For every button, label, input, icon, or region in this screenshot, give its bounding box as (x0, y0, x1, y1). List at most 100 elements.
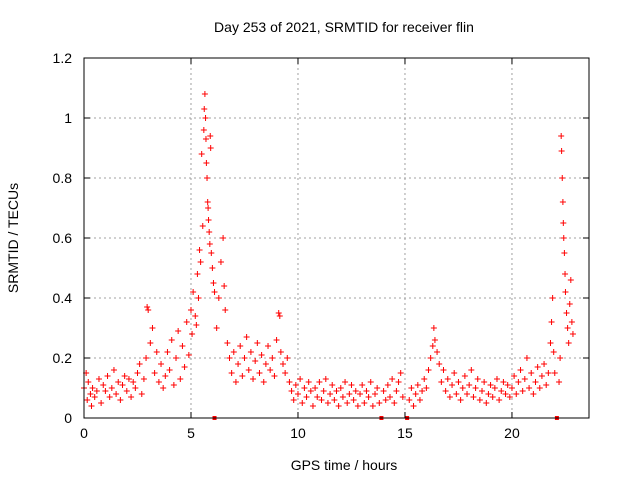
data-point (208, 250, 215, 256)
data-point (318, 397, 325, 403)
data-point (117, 397, 124, 403)
data-point (397, 370, 404, 376)
data-point (260, 379, 267, 385)
data-point (329, 382, 336, 388)
data-point (189, 331, 196, 337)
data-point (504, 382, 511, 388)
data-point (204, 199, 211, 205)
data-point (557, 355, 564, 361)
data-point (339, 394, 346, 400)
data-point (93, 388, 100, 394)
data-point (556, 379, 563, 385)
data-point (549, 295, 556, 301)
axis-ticks (83, 57, 589, 419)
y-tick-label: 0 (64, 410, 72, 426)
data-point (197, 259, 204, 265)
data-point (530, 391, 537, 397)
data-point (468, 367, 475, 373)
data-point (89, 385, 96, 391)
data-point (224, 340, 231, 346)
y-tick-labels: 0 0.2 0.4 0.6 0.8 1 1.2 (53, 50, 73, 426)
data-point (194, 271, 201, 277)
data-point (138, 391, 145, 397)
data-point (438, 379, 445, 385)
data-point (434, 349, 441, 355)
data-point (254, 340, 261, 346)
data-point (160, 385, 167, 391)
data-point (232, 379, 239, 385)
data-point (193, 322, 200, 328)
data-point (100, 382, 107, 388)
data-point (91, 394, 98, 400)
data-point (292, 382, 299, 388)
data-point (337, 385, 344, 391)
data-point (213, 325, 220, 331)
data-point (183, 319, 190, 325)
data-point (344, 400, 351, 406)
data-point (421, 376, 428, 382)
data-point (226, 355, 233, 361)
data-point (496, 397, 503, 403)
data-point (487, 382, 494, 388)
data-point (483, 400, 490, 406)
data-point (472, 385, 479, 391)
data-point (316, 379, 323, 385)
data-point (271, 373, 278, 379)
data-point (110, 367, 117, 373)
data-point (303, 394, 310, 400)
data-point (350, 397, 357, 403)
data-point (277, 349, 284, 355)
data-point (128, 394, 135, 400)
data-point (523, 355, 530, 361)
data-point (199, 223, 206, 229)
data-point (429, 343, 436, 349)
y-tick-label: 0.2 (53, 350, 73, 366)
data-point (416, 397, 423, 403)
y-tick-label: 0.4 (53, 290, 73, 306)
data-point (269, 355, 276, 361)
data-point (545, 370, 552, 376)
data-point (550, 349, 557, 355)
data-point (162, 373, 169, 379)
data-point (519, 388, 526, 394)
data-point (372, 391, 379, 397)
data-point (427, 355, 434, 361)
data-point (442, 388, 449, 394)
data-points (81, 91, 576, 409)
data-point (538, 373, 545, 379)
data-point (534, 364, 541, 370)
data-point (149, 325, 156, 331)
data-point (203, 160, 210, 166)
x-tick-label: 15 (397, 425, 413, 441)
data-point (425, 367, 432, 373)
data-point (560, 235, 567, 241)
data-point (508, 385, 515, 391)
data-point (461, 373, 468, 379)
data-point (312, 385, 319, 391)
data-point (565, 340, 572, 346)
data-point (451, 370, 458, 376)
data-point (108, 385, 115, 391)
data-point (431, 337, 438, 343)
data-point (235, 361, 242, 367)
data-point (335, 403, 342, 409)
data-point (414, 382, 421, 388)
data-point (352, 388, 359, 394)
data-point (314, 394, 321, 400)
data-point (562, 271, 569, 277)
data-point (384, 382, 391, 388)
data-point (363, 388, 370, 394)
data-point (98, 400, 105, 406)
data-point (143, 355, 150, 361)
data-point (367, 379, 374, 385)
data-point (241, 355, 248, 361)
data-point (153, 349, 160, 355)
data-point (562, 289, 569, 295)
data-point (374, 385, 381, 391)
data-point (170, 382, 177, 388)
data-point (489, 394, 496, 400)
data-point (453, 391, 460, 397)
data-point (195, 295, 202, 301)
data-point (361, 400, 368, 406)
